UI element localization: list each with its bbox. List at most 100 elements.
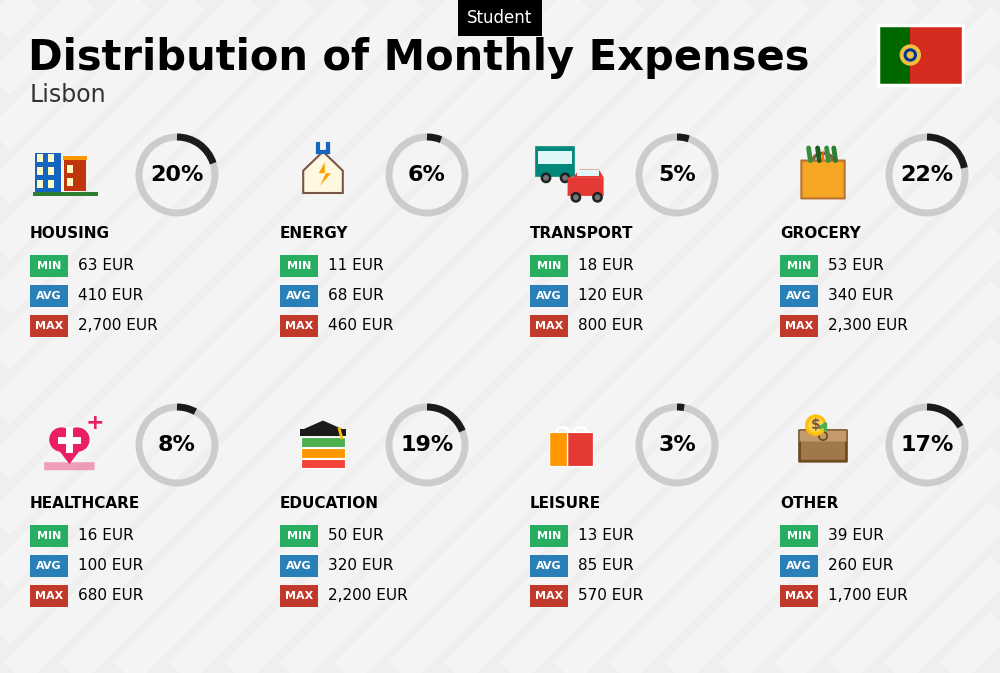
FancyBboxPatch shape [48,167,54,175]
Text: MAX: MAX [285,321,313,331]
FancyBboxPatch shape [800,431,846,441]
Text: MIN: MIN [37,261,61,271]
Text: MAX: MAX [35,321,63,331]
Text: 63 EUR: 63 EUR [78,258,134,273]
FancyBboxPatch shape [910,25,963,85]
Text: AVG: AVG [36,561,62,571]
Text: 39 EUR: 39 EUR [828,528,884,544]
Text: 17%: 17% [900,435,954,455]
Text: 85 EUR: 85 EUR [578,559,634,573]
Text: 19%: 19% [400,435,454,455]
Text: 2,700 EUR: 2,700 EUR [78,318,158,334]
Text: MIN: MIN [37,531,61,541]
Text: 800 EUR: 800 EUR [578,318,643,334]
FancyBboxPatch shape [30,255,68,277]
FancyBboxPatch shape [780,585,818,607]
FancyBboxPatch shape [30,525,68,547]
FancyBboxPatch shape [48,180,54,188]
Circle shape [574,195,578,199]
Text: Distribution of Monthly Expenses: Distribution of Monthly Expenses [28,37,810,79]
Text: 6%: 6% [408,165,446,185]
FancyBboxPatch shape [280,285,318,307]
Polygon shape [821,149,825,161]
Text: LEISURE: LEISURE [530,495,601,511]
Text: 410 EUR: 410 EUR [78,289,143,304]
Text: 680 EUR: 680 EUR [78,588,143,604]
FancyBboxPatch shape [33,192,98,196]
FancyBboxPatch shape [37,180,43,188]
Text: MIN: MIN [287,531,311,541]
FancyBboxPatch shape [280,585,318,607]
Text: 50 EUR: 50 EUR [328,528,384,544]
Text: 16 EUR: 16 EUR [78,528,134,544]
FancyBboxPatch shape [280,255,318,277]
FancyBboxPatch shape [530,285,568,307]
Text: MAX: MAX [535,591,563,601]
Text: AVG: AVG [286,561,312,571]
Text: MIN: MIN [787,531,811,541]
Circle shape [541,173,551,182]
Text: MAX: MAX [785,321,813,331]
Text: 13 EUR: 13 EUR [578,528,634,544]
FancyBboxPatch shape [30,315,68,337]
Polygon shape [304,421,342,436]
FancyBboxPatch shape [63,156,87,160]
Text: MIN: MIN [537,261,561,271]
FancyBboxPatch shape [800,431,846,461]
Circle shape [904,49,916,61]
FancyBboxPatch shape [535,146,575,177]
FancyBboxPatch shape [44,462,95,470]
FancyBboxPatch shape [48,155,54,162]
FancyBboxPatch shape [538,151,572,164]
FancyBboxPatch shape [37,155,43,162]
Circle shape [571,192,581,202]
FancyBboxPatch shape [67,166,73,173]
FancyBboxPatch shape [568,432,594,466]
Text: Lisbon: Lisbon [30,83,107,107]
FancyBboxPatch shape [64,159,86,191]
Text: HEALTHCARE: HEALTHCARE [30,495,140,511]
FancyBboxPatch shape [280,315,318,337]
FancyBboxPatch shape [568,177,604,196]
Text: 68 EUR: 68 EUR [328,289,384,304]
FancyBboxPatch shape [280,525,318,547]
Circle shape [66,428,89,451]
Text: ENERGY: ENERGY [280,225,349,240]
Text: 320 EUR: 320 EUR [328,559,393,573]
Circle shape [50,428,73,451]
Circle shape [809,419,823,432]
FancyBboxPatch shape [801,161,845,199]
Text: AVG: AVG [536,291,562,301]
Text: +: + [86,413,105,433]
FancyBboxPatch shape [67,178,73,186]
Text: 2,300 EUR: 2,300 EUR [828,318,908,334]
Text: HOUSING: HOUSING [30,225,110,240]
Text: 20%: 20% [150,165,204,185]
FancyBboxPatch shape [30,285,68,307]
FancyBboxPatch shape [780,525,818,547]
Text: OTHER: OTHER [780,495,838,511]
FancyBboxPatch shape [780,285,818,307]
FancyBboxPatch shape [530,315,568,337]
Text: MAX: MAX [535,321,563,331]
FancyBboxPatch shape [780,555,818,577]
FancyBboxPatch shape [550,432,576,466]
Text: 3%: 3% [658,435,696,455]
FancyBboxPatch shape [30,555,68,577]
FancyBboxPatch shape [878,25,910,85]
Text: MAX: MAX [35,591,63,601]
Text: MAX: MAX [785,591,813,601]
FancyBboxPatch shape [530,585,568,607]
Text: 2,200 EUR: 2,200 EUR [328,588,408,604]
FancyBboxPatch shape [300,429,346,436]
Circle shape [563,176,567,180]
FancyBboxPatch shape [301,459,345,468]
FancyBboxPatch shape [30,585,68,607]
FancyBboxPatch shape [280,555,318,577]
FancyBboxPatch shape [530,525,568,547]
Text: $: $ [811,418,821,432]
Polygon shape [319,162,331,186]
Text: AVG: AVG [536,561,562,571]
Circle shape [544,176,548,180]
Circle shape [819,431,827,440]
